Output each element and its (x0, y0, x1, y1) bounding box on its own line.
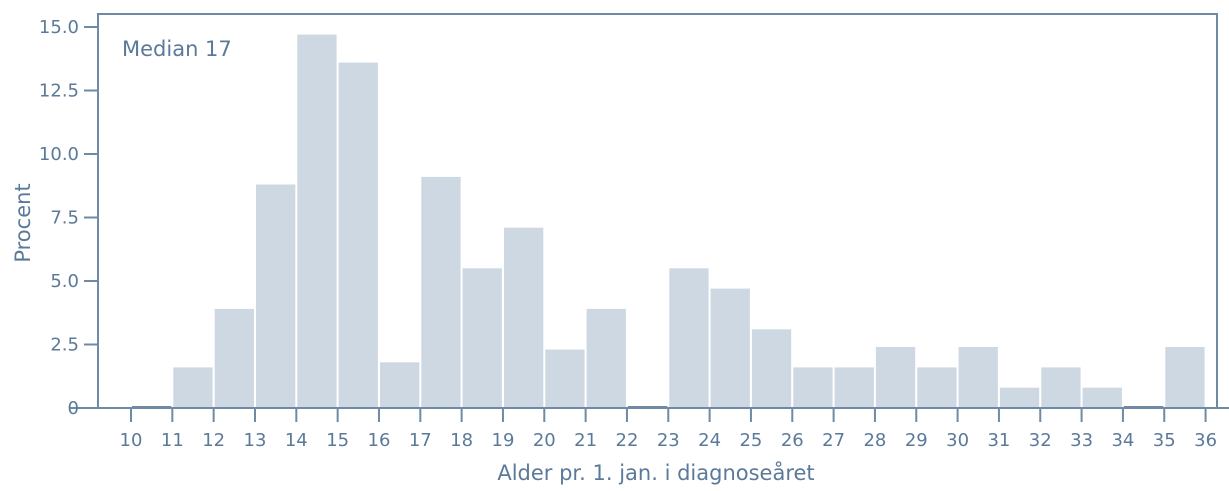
bar-27 (834, 367, 874, 408)
x-tick-label: 27 (822, 430, 845, 451)
bar-33 (1082, 387, 1122, 408)
axes-group (70, 13, 1229, 409)
bar-32 (1041, 367, 1081, 408)
x-tick-label: 15 (326, 430, 349, 451)
x-tick-label: 20 (533, 430, 556, 451)
bar-20 (545, 349, 585, 408)
bar-19 (504, 227, 544, 408)
x-tick-label: 21 (574, 430, 597, 451)
bar-15 (338, 62, 378, 408)
x-tick-label: 11 (161, 430, 184, 451)
x-tick-label: 14 (285, 430, 308, 451)
bar-12 (214, 308, 254, 408)
bar-31 (999, 387, 1040, 408)
x-tick-label: 28 (863, 430, 886, 451)
x-tick-label: 32 (1029, 430, 1052, 451)
x-tick-label: 31 (987, 430, 1010, 451)
x-axis-title: Alder pr. 1. jan. i diagnoseåret (497, 460, 814, 485)
x-tick-label: 17 (409, 430, 432, 451)
bar-30 (958, 347, 998, 408)
x-tick-label: 25 (739, 430, 762, 451)
x-tick-label: 24 (698, 430, 721, 451)
median-annotation: Median 17 (122, 37, 232, 61)
bar-25 (751, 329, 792, 408)
x-tick-label: 10 (120, 430, 143, 451)
y-tick-label: 2.5 (50, 335, 79, 356)
x-ticks-group: 10 11 12 13 14 15 16 17 18 19 20 21 22 23 24 25 26 27 28 29… (120, 408, 1217, 451)
x-tick-label: 19 (492, 430, 515, 451)
x-tick-label: 22 (616, 430, 639, 451)
y-tick-label: 5.0 (50, 271, 79, 292)
bar-21 (586, 308, 626, 408)
x-tick-label: 34 (1111, 430, 1134, 451)
x-tick-label: 33 (1070, 430, 1093, 451)
x-tick-label: 26 (781, 430, 804, 451)
bar-35 (1165, 347, 1205, 408)
x-tick-label: 12 (202, 430, 225, 451)
x-tick-label: 30 (946, 430, 969, 451)
bar-18 (462, 268, 502, 408)
x-tick-label: 35 (1153, 430, 1176, 451)
y-tick-label: 15.0 (39, 17, 79, 38)
x-tick-label: 29 (905, 430, 928, 451)
bars-group (132, 34, 1205, 408)
bar-29 (917, 367, 957, 408)
y-tick-label: 10.0 (39, 144, 79, 165)
bar-17 (421, 176, 461, 408)
y-tick-label: 7.5 (50, 208, 79, 229)
y-axis-title: Procent (11, 183, 35, 262)
x-tick-label: 16 (368, 430, 391, 451)
bar-13 (256, 184, 296, 408)
plot-frame (97, 13, 1218, 408)
x-tick-label: 13 (244, 430, 267, 451)
x-tick-label: 18 (450, 430, 473, 451)
bar-16 (380, 362, 420, 408)
y-ticks-group: 0 2.5 5.0 7.5 10.0 12.5 15.0 (39, 17, 98, 419)
x-tick-label: 36 (1194, 430, 1217, 451)
bar-14 (297, 34, 337, 408)
bar-28 (875, 347, 916, 408)
x-tick-label: 23 (657, 430, 680, 451)
bar-11 (173, 367, 213, 408)
bar-24 (710, 288, 750, 408)
y-tick-label: 0 (68, 398, 79, 419)
bar-26 (793, 367, 833, 408)
y-tick-label: 12.5 (39, 81, 79, 102)
bar-23 (669, 268, 709, 408)
